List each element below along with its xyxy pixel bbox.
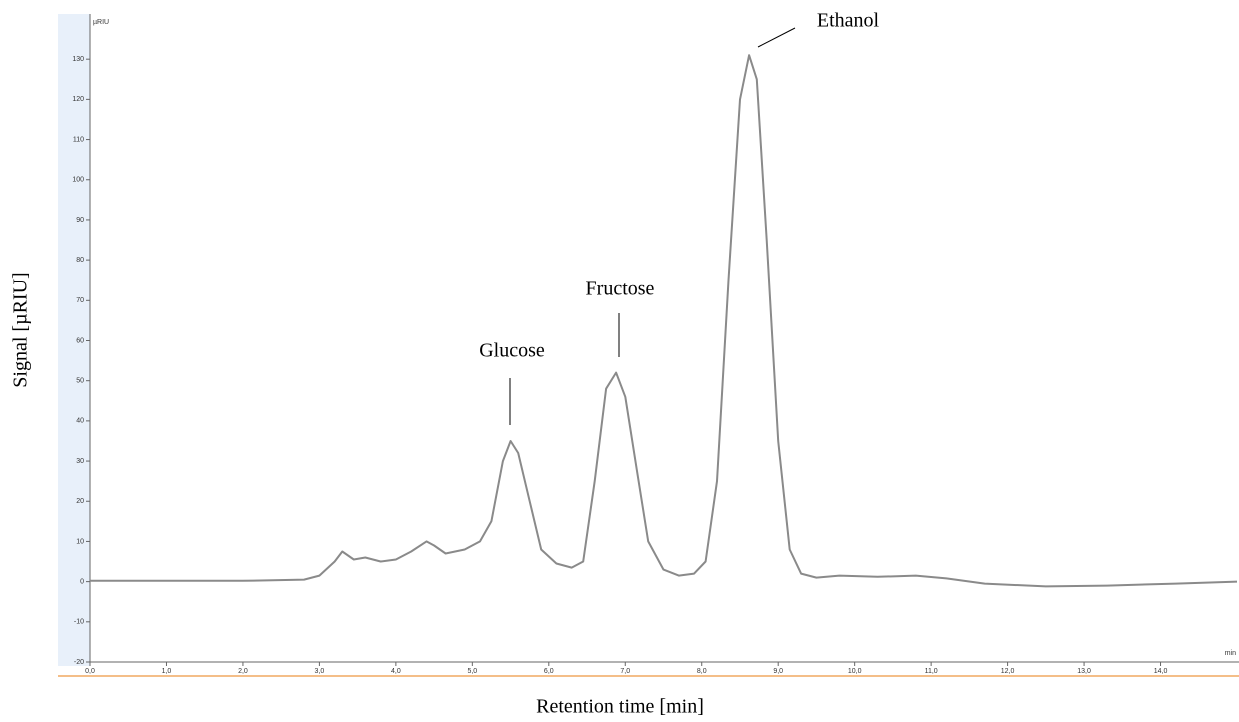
x-tick-label: 13,0 [1077, 668, 1091, 675]
annotation: Fructose [586, 278, 655, 300]
x-tick-label: 9,0 [773, 668, 783, 675]
x-tick-label: 11,0 [925, 668, 938, 675]
leader-line [757, 27, 796, 48]
axis-band [58, 14, 90, 666]
y-tick-label: 40 [76, 418, 84, 425]
x-tick-label: 5,0 [467, 668, 477, 675]
y-tick-label: 30 [76, 458, 84, 465]
x-tick-label: 14,0 [1154, 668, 1168, 675]
y-tick-label: -20 [74, 659, 84, 666]
annotation: Glucose [479, 340, 545, 362]
x-tick-label: 1,0 [162, 668, 172, 675]
x-tick-label: 7,0 [620, 668, 630, 675]
x-tick-label: 4,0 [391, 668, 401, 675]
signal-line [90, 54, 1238, 588]
y-tick-label: 120 [72, 96, 84, 103]
y-tick-label: 0 [80, 578, 84, 585]
y-tick-label: 110 [73, 136, 84, 143]
x-unit: min [1225, 650, 1236, 657]
x-tick-label: 12,0 [1001, 668, 1015, 675]
y-tick-label: -10 [74, 619, 84, 626]
x-tick-label: 6,0 [544, 668, 554, 675]
x-axis-title: Retention time [min] [536, 696, 704, 718]
y-tick-label: 90 [76, 217, 84, 224]
annotation: Ethanol [817, 10, 880, 32]
y-tick-label: 10 [76, 538, 84, 545]
x-tick-label: 8,0 [697, 668, 707, 675]
y-tick-label: 20 [76, 498, 84, 505]
y-unit: µRIU [93, 19, 109, 26]
x-tick-label: 10,0 [848, 668, 862, 675]
x-tick-label: 3,0 [315, 668, 325, 675]
x-tick-label: 2,0 [238, 668, 248, 675]
y-tick-label: 130 [72, 56, 84, 63]
y-tick-label: 70 [76, 297, 84, 304]
y-tick-label: 80 [76, 257, 84, 264]
y-axis-title: Signal [µRIU] [10, 272, 32, 387]
y-tick-label: 50 [76, 378, 84, 385]
x-tick-label: 0,0 [85, 668, 95, 675]
y-tick-label: 100 [72, 177, 84, 184]
y-tick-label: 60 [76, 337, 84, 344]
